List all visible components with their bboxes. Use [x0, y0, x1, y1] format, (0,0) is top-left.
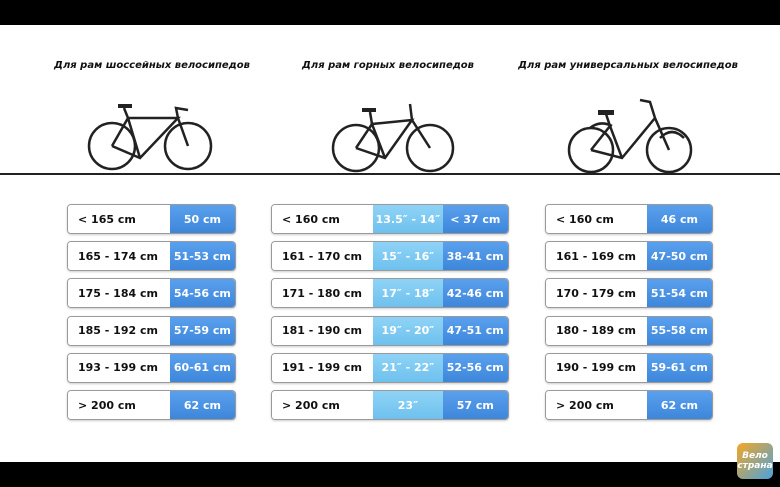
- height-cell: 190 - 199 cm: [546, 353, 647, 382]
- logo-text: страна: [737, 461, 773, 471]
- frame-size-cell: 42-46 cm: [442, 279, 508, 308]
- size-row: 181 - 190 cm 19″ - 20″ 47-51 cm: [271, 315, 509, 346]
- size-row: < 160 cm 46 cm: [545, 204, 713, 234]
- height-cell: > 200 cm: [546, 391, 647, 419]
- bottom-bar: [0, 462, 780, 487]
- size-row: 190 - 199 cm 59-61 cm: [545, 352, 713, 383]
- frame-size-cell: 57 cm: [442, 391, 508, 419]
- ground-line: [0, 173, 780, 175]
- height-cell: 175 - 184 cm: [68, 279, 170, 308]
- height-cell: > 200 cm: [272, 391, 374, 419]
- height-cell: < 160 cm: [272, 205, 374, 233]
- size-row: 191 - 199 cm 21″ - 22″ 52-56 cm: [271, 352, 509, 383]
- frame-size-cell: 59-61 cm: [646, 353, 712, 382]
- logo-text: Вело: [742, 451, 768, 461]
- inch-size-cell: 15″ - 16″: [373, 242, 443, 271]
- inch-size-cell: 17″ - 18″: [373, 279, 443, 308]
- bike-illustrations: [87, 98, 693, 174]
- frame-size-cell: 51-54 cm: [646, 279, 712, 308]
- size-row: 170 - 179 cm 51-54 cm: [545, 278, 713, 309]
- group-title: Для рам шоссейных велосипедов: [54, 60, 250, 71]
- inch-size-cell: 23″: [373, 391, 443, 419]
- frame-size-cell: 50 cm: [169, 205, 235, 233]
- size-row: > 200 cm 23″ 57 cm: [271, 390, 509, 420]
- frame-size-cell: 54-56 cm: [169, 279, 235, 308]
- height-cell: < 165 cm: [68, 205, 170, 233]
- frame-size-cell: 55-58 cm: [646, 316, 712, 345]
- size-row: 165 - 174 cm 51-53 cm: [67, 241, 236, 272]
- group-title: Для рам универсальных велосипедов: [518, 60, 738, 71]
- inch-size-cell: 13.5″ - 14″: [373, 205, 443, 233]
- height-cell: 191 - 199 cm: [272, 353, 374, 382]
- height-cell: > 200 cm: [68, 391, 170, 419]
- size-row: < 160 cm 13.5″ - 14″ < 37 cm: [271, 204, 509, 234]
- size-row: 171 - 180 cm 17″ - 18″ 42-46 cm: [271, 278, 509, 309]
- height-cell: 171 - 180 cm: [272, 279, 374, 308]
- frame-size-cell: 51-53 cm: [169, 242, 235, 271]
- frame-size-cell: 52-56 cm: [442, 353, 508, 382]
- top-bar: [0, 0, 780, 25]
- frame-size-cell: 57-59 cm: [169, 316, 235, 345]
- size-row: 180 - 189 cm 55-58 cm: [545, 315, 713, 346]
- frame-size-cell: < 37 cm: [442, 205, 508, 233]
- height-cell: 185 - 192 cm: [68, 316, 170, 345]
- size-row: 161 - 170 cm 15″ - 16″ 38-41 cm: [271, 241, 509, 272]
- frame-size-cell: 60-61 cm: [169, 353, 235, 382]
- height-cell: 181 - 190 cm: [272, 316, 374, 345]
- inch-size-cell: 21″ - 22″: [373, 353, 443, 382]
- group-title: Для рам горных велосипедов: [301, 60, 475, 71]
- size-row: 185 - 192 cm 57-59 cm: [67, 315, 236, 346]
- size-row: 161 - 169 cm 47-50 cm: [545, 241, 713, 272]
- frame-size-cell: 38-41 cm: [442, 242, 508, 271]
- height-cell: 161 - 169 cm: [546, 242, 647, 271]
- size-row: 175 - 184 cm 54-56 cm: [67, 278, 236, 309]
- height-cell: 180 - 189 cm: [546, 316, 647, 345]
- height-cell: 193 - 199 cm: [68, 353, 170, 382]
- frame-size-cell: 47-50 cm: [646, 242, 712, 271]
- frame-size-cell: 62 cm: [169, 391, 235, 419]
- frame-size-cell: 46 cm: [646, 205, 712, 233]
- frame-size-cell: 62 cm: [646, 391, 712, 419]
- height-cell: 165 - 174 cm: [68, 242, 170, 271]
- height-cell: 170 - 179 cm: [546, 279, 647, 308]
- size-row: > 200 cm 62 cm: [545, 390, 713, 420]
- inch-size-cell: 19″ - 20″: [373, 316, 443, 345]
- logo: Вело страна: [737, 443, 773, 479]
- height-cell: < 160 cm: [546, 205, 647, 233]
- size-row: < 165 cm 50 cm: [67, 204, 236, 234]
- size-row: > 200 cm 62 cm: [67, 390, 236, 420]
- height-cell: 161 - 170 cm: [272, 242, 374, 271]
- size-row: 193 - 199 cm 60-61 cm: [67, 352, 236, 383]
- frame-size-cell: 47-51 cm: [442, 316, 508, 345]
